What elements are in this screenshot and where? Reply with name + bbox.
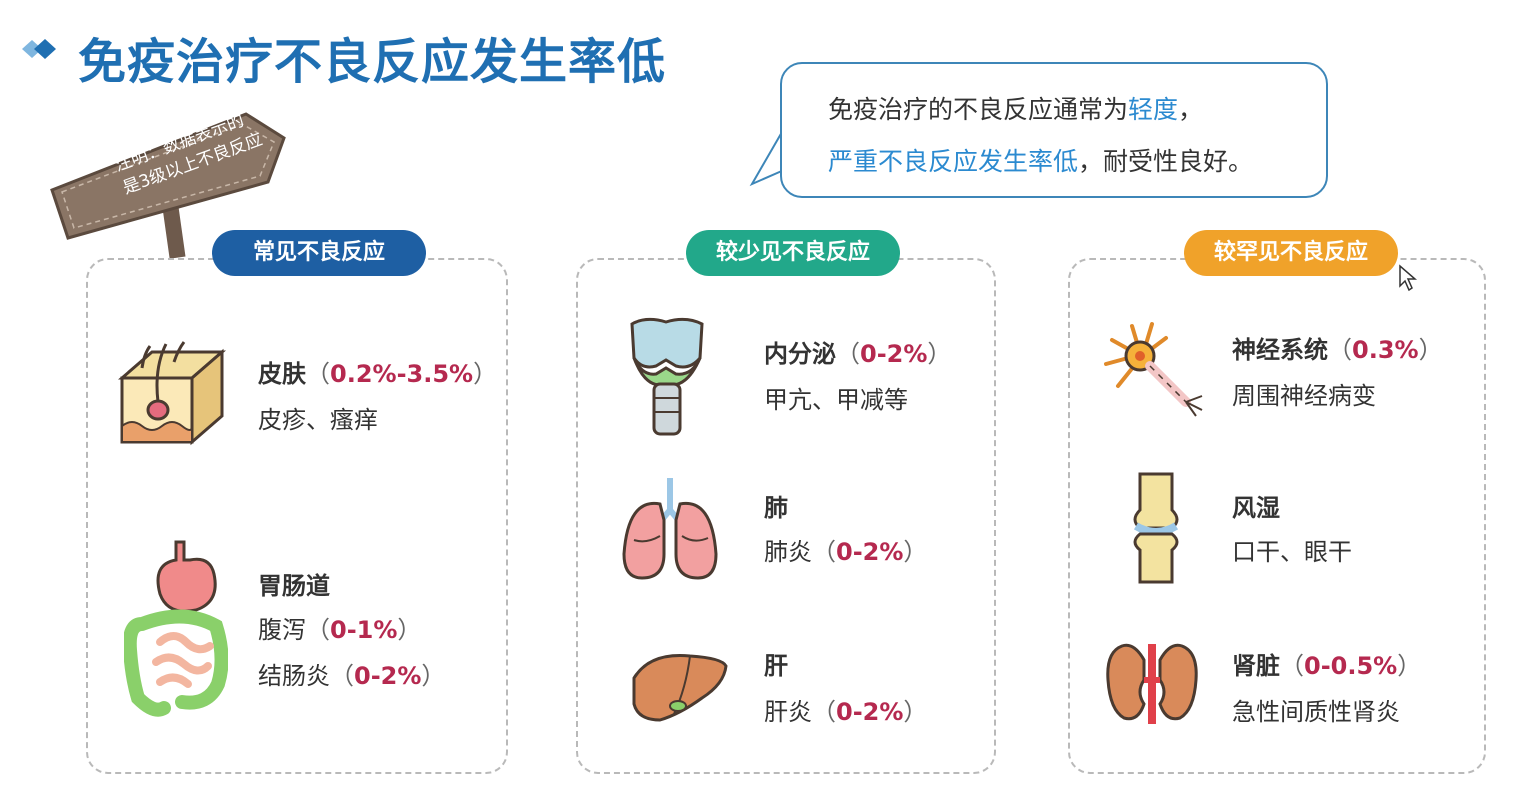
callout-highlight-low-rate: 严重不良反应发生率低 — [828, 147, 1079, 176]
item-gi-diarrhea: 腹泻 — [258, 616, 306, 644]
item-endocrine-title: 内分泌（0-2%） — [764, 340, 952, 368]
lung-icon — [622, 478, 718, 580]
item-skin-title: 皮肤（0.2%-3.5%） — [258, 360, 498, 388]
item-lung-name: 肺 — [764, 494, 788, 522]
mouse-cursor-icon — [1399, 264, 1418, 292]
joint-icon — [1133, 472, 1179, 584]
item-gi-line-2: 结肠炎（0-2%） — [258, 662, 446, 690]
item-rheum-name: 风湿 — [1232, 494, 1280, 522]
item-liver-line: 肝炎（0-2%） — [764, 698, 928, 726]
callout-bubble: 免疫治疗的不良反应通常为轻度， 严重不良反应发生率低，耐受性良好。 — [780, 62, 1328, 198]
item-lung-line: 肺炎（0-2%） — [764, 538, 928, 566]
item-nervous-name: 神经系统 — [1232, 336, 1328, 364]
item-endocrine-desc: 甲亢、甲减等 — [764, 386, 908, 414]
label-rare: 较罕见不良反应 — [1184, 230, 1398, 276]
item-liver-rate: 0-2% — [836, 698, 904, 726]
gi-tract-icon — [124, 540, 228, 717]
label-common: 常见不良反应 — [212, 230, 426, 276]
item-liver-name: 肝 — [764, 652, 788, 680]
item-nervous-desc: 周围神经病变 — [1232, 382, 1376, 410]
item-endocrine-rate: 0-2% — [860, 340, 928, 368]
item-skin-rate: 0.2%-3.5% — [330, 360, 474, 388]
item-kidney-rate: 0-0.5% — [1304, 652, 1398, 680]
callout-highlight-mild: 轻度 — [1128, 95, 1179, 124]
item-liver-hepatitis: 肝炎 — [764, 698, 812, 726]
panel-common — [86, 258, 508, 774]
item-rheum-desc: 口干、眼干 — [1232, 538, 1352, 566]
page-title: 免疫治疗不良反应发生率低 — [78, 34, 667, 90]
item-gi-name: 胃肠道 — [258, 572, 330, 600]
label-less-common: 较少见不良反应 — [686, 230, 900, 276]
skin-icon — [118, 341, 227, 446]
callout-tail — [749, 131, 785, 187]
item-gi-line-1: 腹泻（0-1%） — [258, 616, 422, 644]
item-endocrine-name: 内分泌 — [764, 340, 836, 368]
neuron-icon — [1104, 322, 1203, 417]
item-lung-pneumonitis: 肺炎 — [764, 538, 812, 566]
item-kidney-title: 肾脏（0-0.5%） — [1232, 652, 1422, 680]
diamond-bullet-icon — [22, 39, 56, 59]
thyroid-icon — [630, 317, 704, 436]
item-gi-colitis: 结肠炎 — [258, 662, 330, 690]
note-signpost-icon — [50, 112, 286, 259]
callout-text: 免疫治疗的不良反应通常为 — [828, 95, 1129, 124]
kidney-icon — [1106, 643, 1198, 724]
item-gi-colitis-rate: 0-2% — [354, 662, 422, 690]
item-lung-rate: 0-2% — [836, 538, 904, 566]
callout-line-1: 免疫治疗的不良反应通常为轻度， — [828, 90, 1203, 126]
item-skin-name: 皮肤 — [258, 360, 306, 388]
item-gi-diarrhea-rate: 0-1% — [330, 616, 398, 644]
item-kidney-desc: 急性间质性肾炎 — [1232, 698, 1400, 726]
callout-text: ，耐受性良好。 — [1078, 147, 1254, 176]
item-kidney-name: 肾脏 — [1232, 652, 1280, 680]
item-nervous-title: 神经系统（0.3%） — [1232, 336, 1443, 364]
item-nervous-rate: 0.3% — [1352, 336, 1419, 364]
item-skin-desc: 皮疹、瘙痒 — [258, 406, 378, 434]
liver-icon — [632, 653, 728, 722]
callout-text: ， — [1178, 95, 1204, 124]
callout-line-2: 严重不良反应发生率低，耐受性良好。 — [828, 142, 1253, 178]
